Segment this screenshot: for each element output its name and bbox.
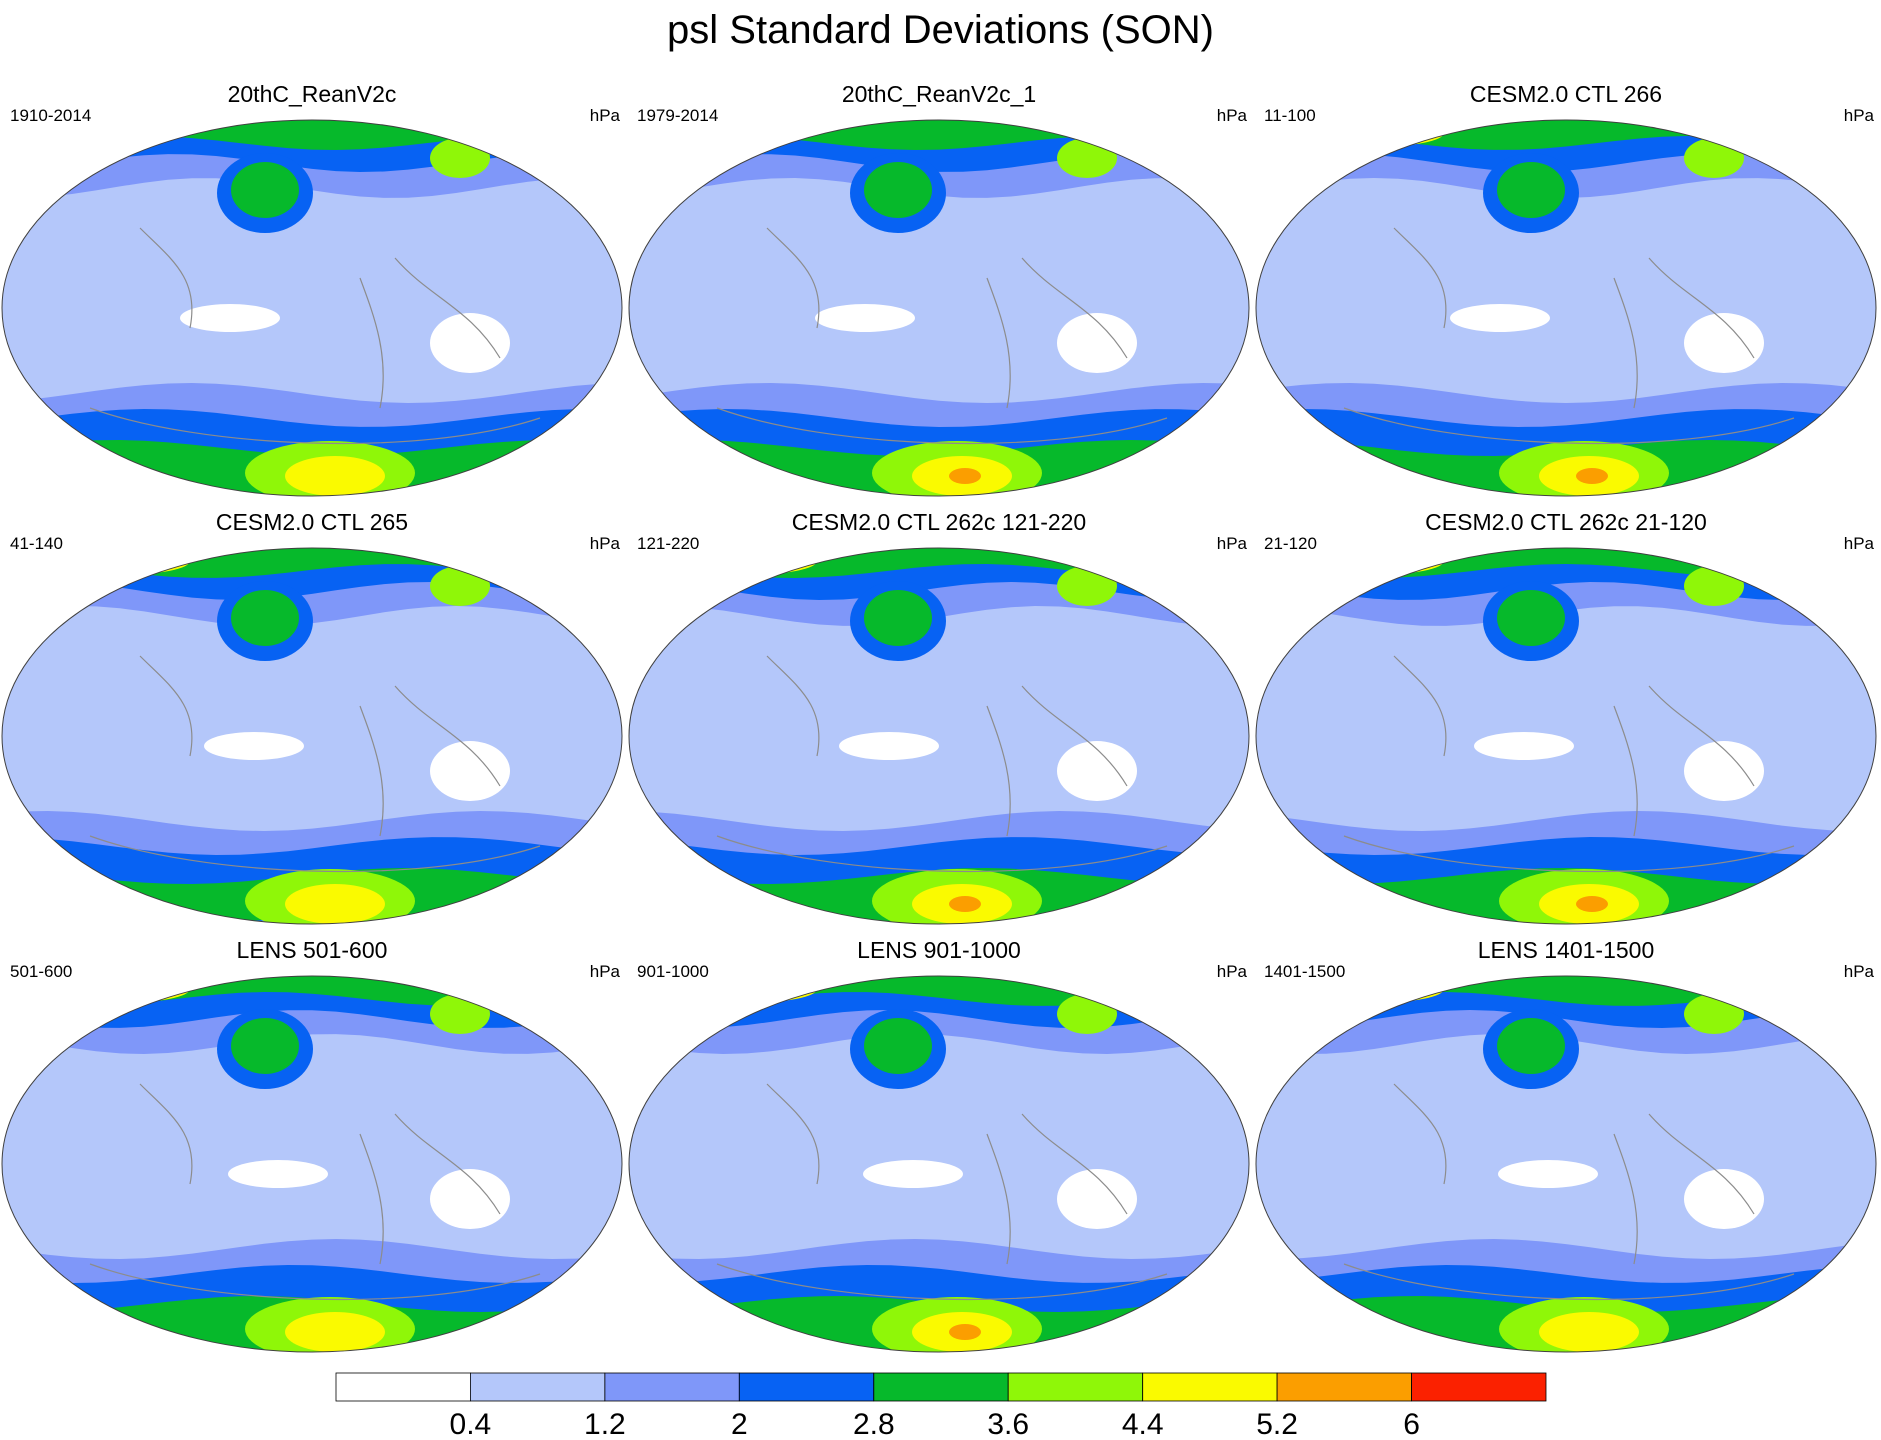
map-field (1, 547, 623, 925)
panel-units-label: hPa (1216, 534, 1247, 553)
panel-title: LENS 1401-1500 (1477, 937, 1655, 963)
map-panel: CESM2.0 CTL 262c 121-220 121-220 hPa (627, 508, 1251, 928)
panel-units-label: hPa (589, 962, 620, 981)
colorbar-level-label: 6 (1403, 1408, 1420, 1440)
colorbar-swatch (873, 1372, 1009, 1402)
coastline (716, 1083, 1168, 1301)
map-outline (628, 547, 1250, 925)
panel-title: 20thC_ReanV2c_1 (841, 81, 1037, 107)
map-panel: LENS 901-1000 901-1000 hPa (627, 936, 1251, 1356)
coastline (89, 227, 541, 445)
coastline (89, 655, 541, 873)
map-panel: CESM2.0 CTL 266 11-100 hPa (1254, 80, 1878, 500)
map-outline (628, 975, 1250, 1353)
colorbar-swatch (1142, 1372, 1278, 1402)
colorbar-level-label: 4.4 (1122, 1408, 1164, 1440)
map-field (628, 975, 1250, 1353)
panel-title: 20thC_ReanV2c (227, 81, 397, 107)
colorbar-swatch (1276, 1372, 1412, 1402)
map-field (1, 119, 623, 497)
map-panel: LENS 501-600 501-600 hPa (0, 936, 624, 1356)
panel-units-label: hPa (1843, 962, 1874, 981)
colorbar-swatch (1411, 1372, 1547, 1402)
panel-period-label: 1910-2014 (10, 106, 92, 125)
map-outline (1, 975, 623, 1353)
panel-title: LENS 901-1000 (857, 937, 1021, 963)
colorbar-level-label: 5.2 (1256, 1408, 1298, 1440)
coastline (1343, 227, 1795, 445)
panel-title: CESM2.0 CTL 262c 121-220 (791, 509, 1087, 535)
colorbar-level-label: 0.4 (450, 1408, 492, 1440)
map-field (1255, 119, 1877, 497)
panel-units-label: hPa (589, 534, 620, 553)
coastline (1343, 1083, 1795, 1301)
map-field (628, 547, 1250, 925)
panel-units-label: hPa (1843, 534, 1874, 553)
colorbar-swatch (738, 1372, 875, 1402)
colorbar-level-label: 1.2 (584, 1408, 626, 1440)
figure-title: psl Standard Deviations (SON) (667, 8, 1214, 52)
panel-units-label: hPa (589, 106, 620, 125)
map-field (1255, 975, 1877, 1353)
panel-period-label: 121-220 (637, 534, 700, 553)
map-outline (1, 119, 623, 497)
map-outline (1255, 975, 1877, 1353)
coastline (716, 655, 1168, 873)
coastline (716, 227, 1168, 445)
map-panel: CESM2.0 CTL 262c 21-120 21-120 hPa (1254, 508, 1878, 928)
colorbar-swatch (604, 1372, 740, 1402)
map-panel: 20thC_ReanV2c_1 1979-2014 hPa (627, 80, 1251, 500)
panel-units-label: hPa (1216, 106, 1247, 125)
panel-period-label: 1401-1500 (1264, 962, 1346, 981)
map-field (1, 975, 623, 1353)
panel-units-label: hPa (1843, 106, 1874, 125)
panel-period-label: 11-100 (1264, 106, 1316, 125)
map-panel: 20thC_ReanV2c 1910-2014 hPa (0, 80, 624, 500)
map-outline (1255, 547, 1877, 925)
panel-title: CESM2.0 CTL 262c 21-120 (1425, 509, 1707, 535)
panel-title: CESM2.0 CTL 265 (215, 509, 409, 535)
map-outline (628, 119, 1250, 497)
coastline (1343, 655, 1795, 873)
colorbar-swatch (335, 1372, 471, 1402)
panel-period-label: 41-140 (10, 534, 63, 553)
coastline (89, 1083, 541, 1301)
colorbar-level-label: 2.8 (853, 1408, 895, 1440)
map-field (628, 119, 1250, 497)
colorbar-level-label: 2 (731, 1408, 748, 1440)
map-outline (1255, 119, 1877, 497)
colorbar-swatch (469, 1372, 606, 1402)
colorbar-level-label: 3.6 (987, 1408, 1029, 1440)
panel-period-label: 21-120 (1264, 534, 1317, 553)
map-field (1255, 547, 1877, 925)
colorbar-swatch (1007, 1372, 1144, 1402)
panel-units-label: hPa (1216, 962, 1247, 981)
panel-title: LENS 501-600 (236, 937, 388, 963)
panel-period-label: 501-600 (10, 962, 73, 981)
panel-title: CESM2.0 CTL 266 (1469, 81, 1663, 107)
colorbar: 0.4 1.2 2 2.8 3.6 4.4 5.2 6 (335, 1372, 1547, 1440)
map-panel: LENS 1401-1500 1401-1500 hPa (1254, 936, 1878, 1356)
panel-period-label: 1979-2014 (637, 106, 719, 125)
panel-period-label: 901-1000 (637, 962, 709, 981)
map-panel: CESM2.0 CTL 265 41-140 hPa (0, 508, 624, 928)
map-outline (1, 547, 623, 925)
